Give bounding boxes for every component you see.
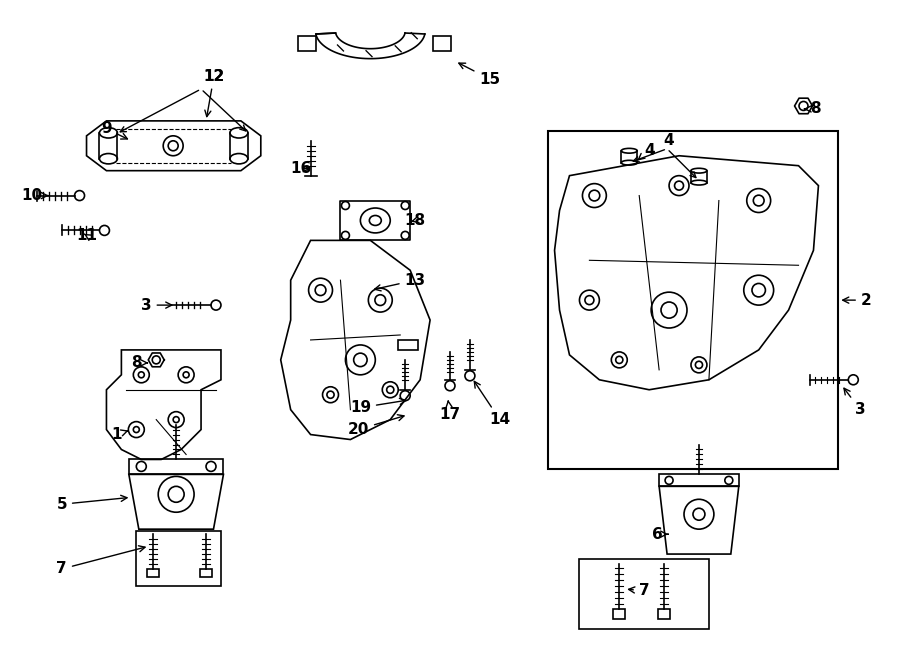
Text: 6: 6 xyxy=(652,527,668,541)
Bar xyxy=(580,559,709,629)
Text: 9: 9 xyxy=(101,122,128,139)
Text: 10: 10 xyxy=(22,188,48,203)
Text: 17: 17 xyxy=(439,401,461,422)
Text: 12: 12 xyxy=(203,69,225,116)
Text: 3: 3 xyxy=(844,388,866,417)
Text: 13: 13 xyxy=(374,273,426,291)
Bar xyxy=(659,475,739,486)
Text: 20: 20 xyxy=(347,414,404,437)
Bar xyxy=(298,36,316,51)
Text: 12: 12 xyxy=(203,69,225,83)
Text: 2: 2 xyxy=(842,293,871,307)
Text: 7: 7 xyxy=(57,546,145,576)
Text: 18: 18 xyxy=(405,213,426,228)
Text: 19: 19 xyxy=(350,399,406,415)
Text: 4: 4 xyxy=(664,134,674,148)
Bar xyxy=(129,459,223,475)
Text: 1: 1 xyxy=(112,427,128,442)
Text: 15: 15 xyxy=(459,63,500,87)
Text: 5: 5 xyxy=(57,495,127,512)
Text: 11: 11 xyxy=(76,228,97,243)
Text: 7: 7 xyxy=(628,584,650,598)
Text: 3: 3 xyxy=(141,297,172,313)
Bar xyxy=(433,36,451,51)
Text: 8: 8 xyxy=(131,356,148,370)
Bar xyxy=(340,200,410,241)
Bar xyxy=(136,531,221,586)
Bar xyxy=(398,340,418,350)
Text: 16: 16 xyxy=(290,161,311,176)
Text: 14: 14 xyxy=(474,381,510,427)
Bar xyxy=(547,131,839,469)
Text: 4: 4 xyxy=(638,143,654,160)
Text: 8: 8 xyxy=(805,101,821,116)
